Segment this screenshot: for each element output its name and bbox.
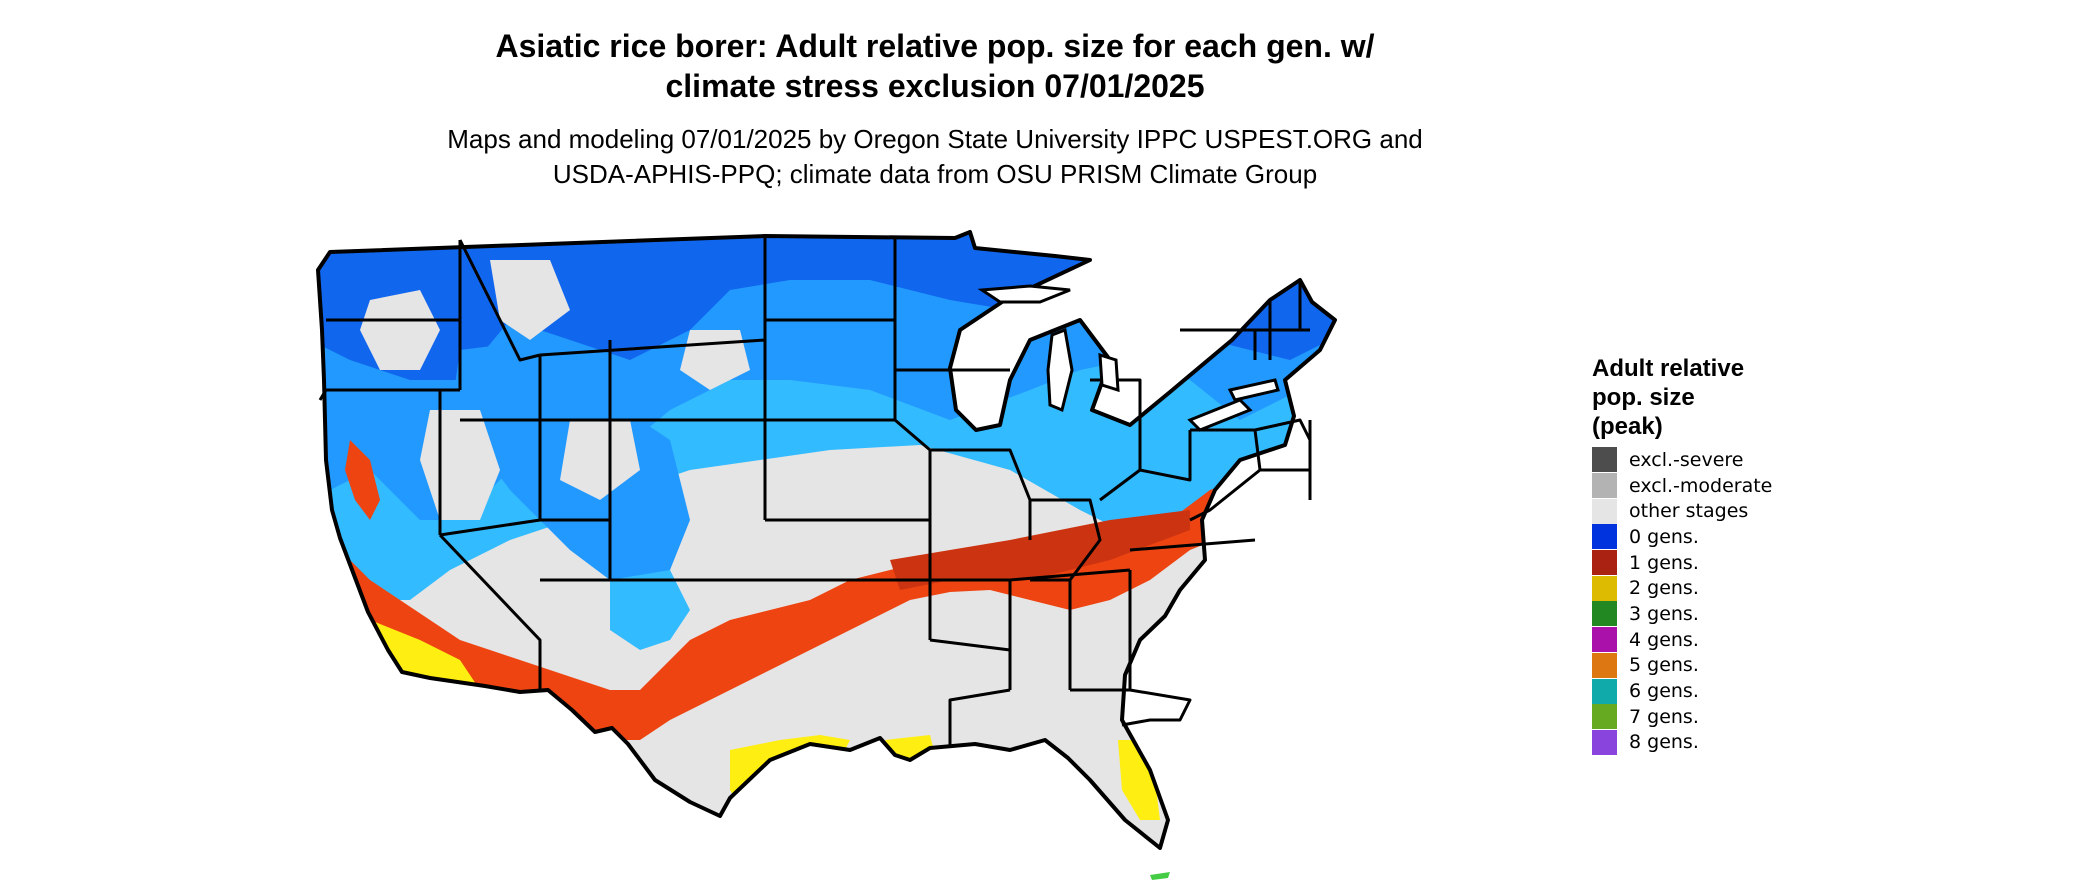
legend-item: excl.-moderate xyxy=(1592,473,1892,499)
zone-other-west-2 xyxy=(490,260,570,340)
us-map xyxy=(316,230,1337,880)
legend-title: Adult relative pop. size (peak) xyxy=(1592,354,1892,441)
map-title-line1: Asiatic rice borer: Adult relative pop. … xyxy=(495,28,1375,64)
legend-label: 5 gens. xyxy=(1629,654,1699,677)
map-title: Asiatic rice borer: Adult relative pop. … xyxy=(0,26,1870,106)
legend-item: 0 gens. xyxy=(1592,524,1892,550)
zone-3-gens-keys xyxy=(1150,872,1170,880)
zone-1-gens-california xyxy=(345,440,380,520)
legend-label: 3 gens. xyxy=(1629,602,1699,625)
legend-item: excl.-severe xyxy=(1592,447,1892,473)
zone-1-gens-south-dark xyxy=(890,510,1190,590)
legend-label: 7 gens. xyxy=(1629,705,1699,728)
legend-items: excl.-severe excl.-moderate other stages 0 … xyxy=(1592,447,1892,755)
map-subtitle: Maps and modeling 07/01/2025 by Oregon S… xyxy=(0,122,1870,192)
legend-label: excl.-severe xyxy=(1629,448,1744,471)
legend-item: 5 gens. xyxy=(1592,652,1892,679)
legend-swatch xyxy=(1592,729,1617,755)
legend-label: 1 gens. xyxy=(1629,551,1699,574)
legend-swatch xyxy=(1592,447,1617,473)
legend-swatch xyxy=(1592,678,1617,704)
legend-title-line1: Adult relative xyxy=(1592,355,1745,382)
legend-title-line2: pop. size xyxy=(1592,384,1695,411)
state-borders xyxy=(318,236,1312,745)
legend-label: 0 gens. xyxy=(1629,525,1699,548)
zone-other-west-4 xyxy=(560,420,640,500)
zone-other-west-1 xyxy=(360,290,440,370)
legend-swatch xyxy=(1592,550,1617,576)
legend-item: 8 gens. xyxy=(1592,729,1892,756)
legend-swatch xyxy=(1592,524,1617,550)
map-legend: Adult relative pop. size (peak) excl.-se… xyxy=(1592,354,1892,755)
legend-swatch xyxy=(1592,473,1617,499)
legend-swatch xyxy=(1592,652,1617,678)
zone-0-gens-west-light xyxy=(610,570,690,650)
legend-item: 7 gens. xyxy=(1592,704,1892,730)
legend-item: 1 gens. xyxy=(1592,550,1892,576)
legend-label: other stages xyxy=(1629,500,1749,523)
map-subtitle-line1: Maps and modeling 07/01/2025 by Oregon S… xyxy=(447,124,1423,154)
legend-item: 2 gens. xyxy=(1592,575,1892,601)
legend-label: excl.-moderate xyxy=(1629,474,1773,497)
zone-1-gens-south xyxy=(340,480,1240,740)
legend-label: 4 gens. xyxy=(1629,628,1699,651)
legend-title-line3: (peak) xyxy=(1592,413,1663,440)
legend-swatch xyxy=(1592,601,1617,627)
legend-label: 2 gens. xyxy=(1629,577,1699,600)
legend-item: 4 gens. xyxy=(1592,627,1892,653)
legend-swatch xyxy=(1592,575,1617,601)
legend-swatch xyxy=(1592,498,1617,524)
zone-2-gens-florida xyxy=(1118,740,1160,820)
legend-swatch xyxy=(1592,627,1617,653)
map-subtitle-line2: USDA-APHIS-PPQ; climate data from OSU PR… xyxy=(552,159,1318,189)
legend-swatch xyxy=(1592,704,1617,730)
map-title-line2: climate stress exclusion 07/01/2025 xyxy=(665,68,1205,104)
legend-item: 6 gens. xyxy=(1592,678,1892,704)
country-outline xyxy=(316,230,1337,850)
legend-label: 8 gens. xyxy=(1629,731,1699,754)
legend-item: other stages xyxy=(1592,498,1892,524)
legend-item: 3 gens. xyxy=(1592,601,1892,627)
legend-label: 6 gens. xyxy=(1629,680,1699,703)
great-lakes xyxy=(977,284,1280,432)
